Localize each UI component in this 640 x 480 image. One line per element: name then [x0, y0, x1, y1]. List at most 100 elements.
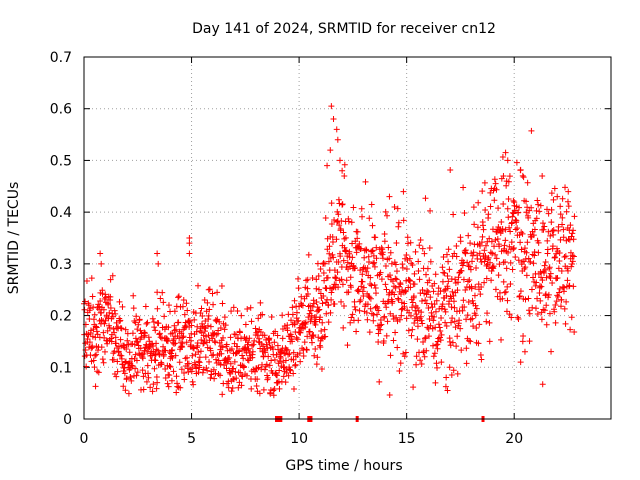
- data-point: [93, 328, 100, 335]
- data-point: [409, 304, 416, 311]
- data-point: [510, 244, 517, 251]
- data-point: [128, 362, 135, 369]
- data-point: [120, 383, 127, 390]
- data-point: [319, 300, 326, 307]
- data-point: [293, 334, 300, 341]
- data-point: [298, 293, 305, 300]
- data-point: [537, 268, 544, 275]
- data-point: [113, 373, 120, 380]
- data-point: [556, 285, 563, 292]
- data-point: [548, 348, 555, 355]
- data-point: [534, 311, 541, 318]
- data-point: [427, 294, 434, 301]
- data-point: [426, 244, 433, 251]
- data-point: [409, 299, 416, 306]
- data-point: [366, 294, 373, 301]
- data-point: [217, 361, 224, 368]
- data-point: [430, 342, 437, 349]
- data-point: [475, 199, 482, 206]
- data-point: [533, 215, 540, 222]
- data-point: [186, 235, 193, 241]
- data-point: [368, 282, 375, 289]
- data-point: [386, 391, 393, 398]
- data-point: [102, 291, 109, 298]
- data-point: [461, 209, 468, 216]
- data-point: [557, 211, 564, 218]
- data-point: [505, 214, 512, 221]
- data-point: [377, 269, 384, 276]
- data-point: [541, 262, 548, 269]
- data-point: [117, 317, 124, 324]
- data-point: [251, 337, 258, 344]
- data-point: [279, 312, 286, 319]
- data-point: [336, 222, 343, 229]
- data-point: [314, 354, 321, 361]
- data-point: [431, 301, 438, 308]
- data-point: [171, 340, 178, 347]
- data-point: [179, 334, 186, 341]
- y-tick-label: 0.7: [50, 50, 72, 66]
- data-point: [341, 302, 348, 309]
- data-point: [428, 309, 435, 316]
- data-point: [413, 311, 420, 318]
- data-point: [244, 306, 251, 313]
- data-point: [150, 381, 157, 388]
- data-point: [494, 235, 501, 242]
- data-point: [320, 260, 327, 267]
- data-point: [510, 210, 517, 217]
- data-point: [481, 258, 488, 265]
- data-point: [179, 340, 186, 347]
- data-point: [469, 315, 476, 322]
- data-point: [502, 226, 509, 233]
- data-point: [455, 274, 462, 281]
- data-point: [363, 247, 370, 254]
- data-point: [238, 312, 245, 319]
- data-point: [550, 231, 557, 238]
- data-point: [379, 249, 386, 256]
- data-point: [446, 266, 453, 273]
- data-point: [489, 250, 496, 257]
- data-point: [160, 343, 167, 350]
- data-point: [535, 249, 542, 256]
- data-point: [118, 352, 125, 359]
- data-point: [209, 290, 216, 297]
- data-point: [100, 359, 107, 366]
- data-point: [354, 235, 361, 242]
- data-point: [430, 317, 437, 324]
- data-point: [421, 335, 428, 342]
- data-point: [513, 217, 520, 224]
- data-point: [409, 262, 416, 269]
- data-point: [121, 370, 128, 377]
- data-point: [397, 360, 404, 367]
- data-point: [419, 286, 426, 293]
- data-point: [495, 272, 502, 279]
- data-point: [500, 201, 507, 208]
- data-point: [386, 255, 393, 262]
- data-point: [196, 359, 203, 366]
- data-point: [388, 260, 395, 267]
- data-point: [307, 302, 314, 309]
- data-point: [190, 381, 197, 388]
- x-tick-labels: 0 5 10 15 20: [80, 431, 524, 447]
- data-point: [549, 280, 556, 287]
- data-point: [566, 282, 573, 289]
- data-point: [563, 298, 570, 305]
- data-point: [442, 383, 449, 390]
- data-point: [373, 244, 380, 251]
- data-point: [470, 323, 477, 330]
- data-point: [492, 180, 499, 187]
- data-point: [457, 325, 464, 332]
- data-point: [512, 226, 519, 233]
- data-point: [405, 327, 412, 334]
- data-point: [98, 309, 105, 316]
- data-point: [334, 136, 341, 143]
- data-point: [565, 203, 572, 210]
- data-point: [520, 332, 527, 339]
- data-point: [207, 323, 214, 330]
- data-point: [339, 281, 346, 288]
- data-point: [340, 229, 347, 236]
- data-point: [324, 274, 331, 281]
- data-point: [439, 301, 446, 308]
- data-point: [370, 312, 377, 319]
- data-point: [528, 127, 535, 134]
